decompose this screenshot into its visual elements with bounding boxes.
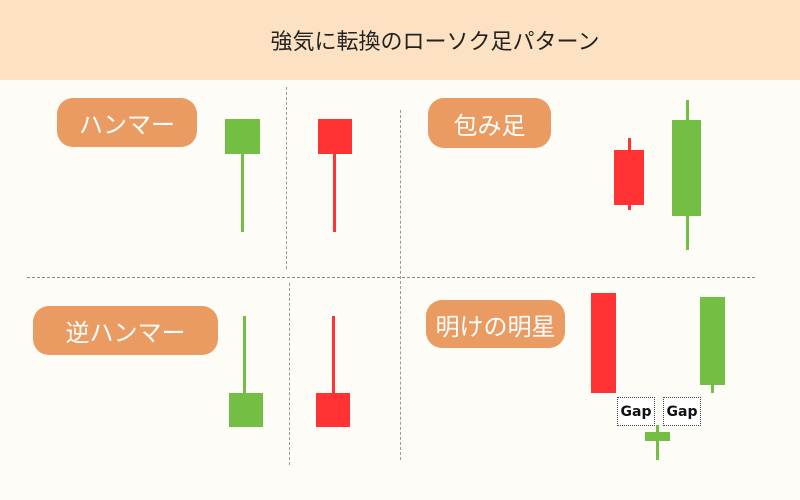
header-bar [0, 0, 800, 80]
candle-morning-star-bearish [591, 293, 616, 393]
divider-horizontal [27, 277, 755, 278]
page-title: 強気に転換のローソク足パターン [270, 30, 600, 55]
gap-label: Gap [617, 397, 655, 426]
gap-label: Gap [663, 397, 701, 426]
divider-vertical [286, 87, 287, 269]
divider-vertical-center [400, 110, 401, 460]
label-hammer: ハンマー [57, 98, 197, 147]
divider-vertical [289, 283, 290, 465]
label-inverted-hammer: 逆ハンマー [33, 306, 218, 355]
label-morning-star: 明けの明星 [426, 300, 565, 348]
label-engulfing: 包み足 [428, 98, 551, 148]
